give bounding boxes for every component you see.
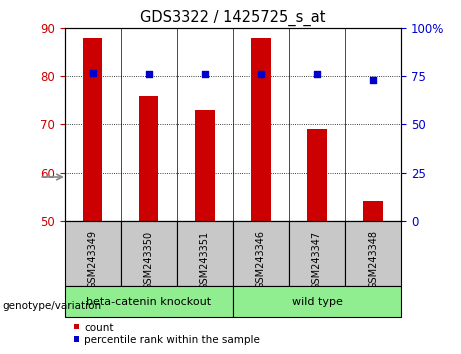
Text: GSM243347: GSM243347 bbox=[312, 230, 322, 290]
Point bbox=[89, 70, 96, 75]
Text: GSM243350: GSM243350 bbox=[144, 230, 154, 290]
Bar bbox=[307, 129, 327, 221]
Bar bbox=[177, 221, 233, 286]
Point bbox=[145, 72, 152, 77]
Text: genotype/variation: genotype/variation bbox=[2, 301, 101, 311]
Bar bbox=[251, 38, 271, 221]
Point bbox=[313, 72, 321, 77]
Point bbox=[257, 72, 265, 77]
Text: GSM243348: GSM243348 bbox=[368, 230, 378, 290]
Bar bbox=[139, 96, 159, 221]
Bar bbox=[83, 38, 102, 221]
Point bbox=[369, 78, 377, 83]
Bar bbox=[233, 221, 289, 286]
Text: GSM243351: GSM243351 bbox=[200, 230, 210, 290]
Text: count: count bbox=[84, 322, 113, 332]
Text: wild type: wild type bbox=[291, 297, 343, 307]
Title: GDS3322 / 1425725_s_at: GDS3322 / 1425725_s_at bbox=[140, 9, 325, 25]
Bar bbox=[65, 286, 233, 317]
Bar bbox=[65, 221, 121, 286]
Bar bbox=[363, 201, 383, 221]
Text: beta-catenin knockout: beta-catenin knockout bbox=[86, 297, 211, 307]
Bar bbox=[289, 221, 345, 286]
Bar bbox=[345, 221, 401, 286]
Bar bbox=[195, 110, 214, 221]
Bar bbox=[233, 286, 401, 317]
Bar bbox=[121, 221, 177, 286]
Point bbox=[201, 72, 208, 77]
Text: GSM243349: GSM243349 bbox=[88, 230, 98, 290]
Text: percentile rank within the sample: percentile rank within the sample bbox=[84, 335, 260, 345]
Text: GSM243346: GSM243346 bbox=[256, 230, 266, 290]
